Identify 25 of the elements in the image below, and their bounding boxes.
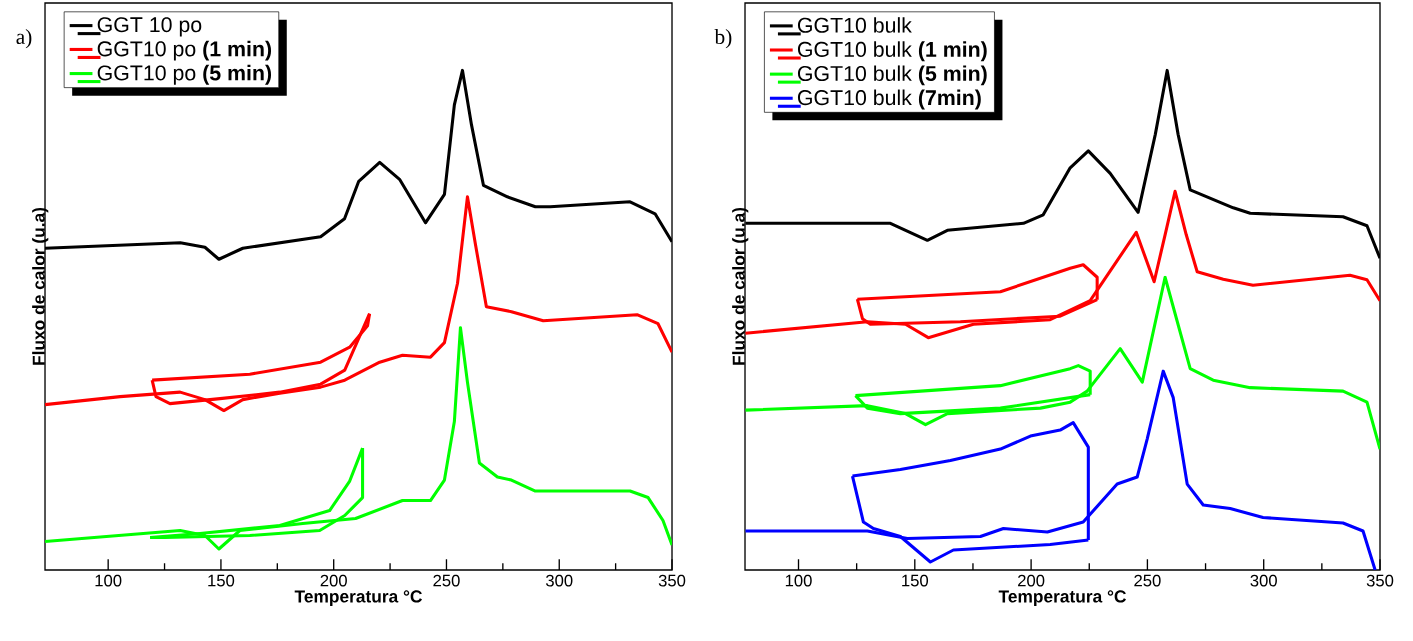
legend-label: GGT10 bulk (5 min) <box>797 65 987 86</box>
x-tick-label: 100 <box>785 574 812 587</box>
x-tick-label: 250 <box>1134 574 1161 587</box>
x-tick-label: 200 <box>1018 574 1045 587</box>
x-axis-title: Temperatura °C <box>998 590 1126 607</box>
legend-label: GGT10 po (5 min) <box>97 64 272 85</box>
x-tick-label: 350 <box>1366 574 1394 587</box>
y-axis-title: Fluxo de calor (u.a) <box>32 207 49 365</box>
y-axis-title: Fluxo de calor (u.a) <box>732 207 749 365</box>
legend-label: GGT10 bulk (1 min) <box>797 41 987 62</box>
x-tick-label: 300 <box>545 574 573 587</box>
x-tick-label: 200 <box>320 574 347 587</box>
chart-title: a) <box>16 29 32 49</box>
legend-label: GGT 10 po <box>97 17 202 37</box>
x-tick-label: 350 <box>658 574 686 587</box>
x-tick-label: 250 <box>433 574 460 587</box>
chart-title: b) <box>714 29 732 49</box>
x-tick-label: 100 <box>95 574 122 587</box>
x-tick-label: 150 <box>902 574 929 587</box>
legend-label: GGT10 bulk <box>797 17 912 33</box>
x-tick-label: 300 <box>1250 574 1277 587</box>
legend-label: GGT10 po (1 min) <box>97 40 272 61</box>
x-axis-title: Temperatura °C <box>294 590 422 607</box>
x-tick-label: 150 <box>208 574 235 587</box>
legend-label: GGT10 bulk (7min) <box>797 89 981 110</box>
